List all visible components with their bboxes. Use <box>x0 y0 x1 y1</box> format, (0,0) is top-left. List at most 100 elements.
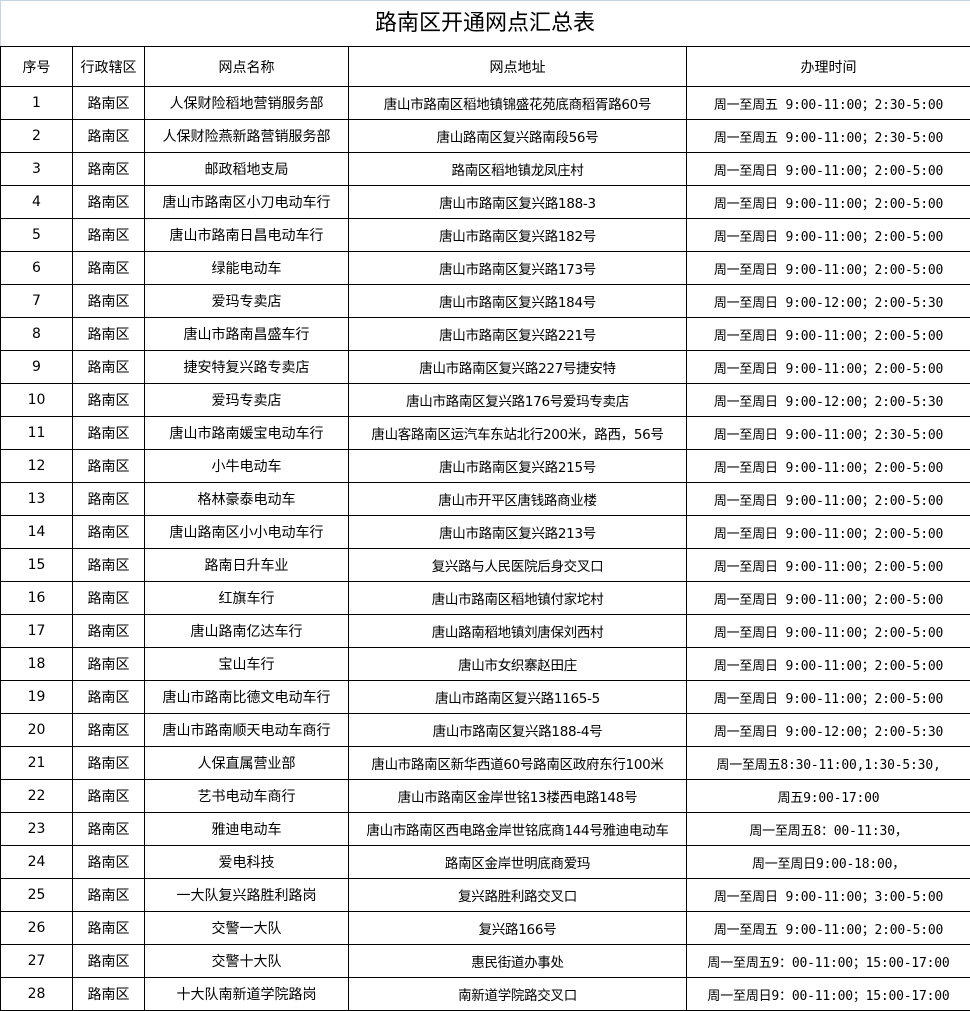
cell-outlet-name: 绿能电动车 <box>144 251 349 285</box>
cell-district: 路南区 <box>72 878 145 912</box>
cell-district: 路南区 <box>72 911 145 945</box>
cell-hours: 周一至周日 9:00-11:00；2:00-5:00 <box>686 515 970 549</box>
cell-outlet-name: 交警十大队 <box>144 944 349 978</box>
cell-outlet-name: 唐山市路南顺天电动车商行 <box>144 713 349 747</box>
table-row: 10 路南区 爱玛专卖店 唐山市路南区复兴路176号爱玛专卖店 周一至周日 9:00-1… <box>0 383 970 417</box>
cell-district: 路南区 <box>72 350 145 384</box>
cell-index: 21 <box>0 746 73 780</box>
cell-outlet-name: 人保财险稻地营销服务部 <box>144 86 349 120</box>
cell-address: 路南区金岸世明底商爱玛 <box>348 845 687 879</box>
cell-hours: 周一至周日 9:00-11:00；2:00-5:00 <box>686 218 970 252</box>
table-row: 5 路南区 唐山市路南日昌电动车行 唐山市路南区复兴路182号 周一至周日 9:00-1… <box>0 218 970 252</box>
table-row: 17 路南区 唐山路南亿达车行 唐山路南稻地镇刘唐保刘西村 周一至周日 9:00-11:… <box>0 614 970 648</box>
table-row: 8 路南区 唐山市路南昌盛车行 唐山市路南区复兴路221号 周一至周日 9:00-11:… <box>0 317 970 351</box>
cell-district: 路南区 <box>72 185 145 219</box>
cell-outlet-name: 小牛电动车 <box>144 449 349 483</box>
header-district: 行政辖区 <box>72 46 145 87</box>
cell-address: 唐山路南区复兴路南段56号 <box>348 119 687 153</box>
cell-index: 27 <box>0 944 73 978</box>
cell-outlet-name: 十大队南新道学院路岗 <box>144 977 349 1011</box>
cell-index: 23 <box>0 812 73 846</box>
cell-index: 10 <box>0 383 73 417</box>
cell-district: 路南区 <box>72 383 145 417</box>
table-row: 3 路南区 邮政稻地支局 路南区稻地镇龙凤庄村 周一至周日 9:00-11:00；2:0… <box>0 152 970 186</box>
table-row: 23 路南区 雅迪电动车 唐山市路南区西电路金岸世铭底商144号雅迪电动车 周一至周五8… <box>0 812 970 846</box>
cell-address: 唐山市路南区复兴路227号捷安特 <box>348 350 687 384</box>
cell-outlet-name: 爱电科技 <box>144 845 349 879</box>
header-address: 网点地址 <box>348 46 687 87</box>
cell-district: 路南区 <box>72 779 145 813</box>
cell-district: 路南区 <box>72 317 145 351</box>
cell-hours: 周一至周五 9:00-11:00；2:30-5:00 <box>686 86 970 120</box>
cell-district: 路南区 <box>72 86 145 120</box>
cell-index: 25 <box>0 878 73 912</box>
table-row: 15 路南区 路南日升车业 复兴路与人民医院后身交叉口 周一至周日 9:00-11:00… <box>0 548 970 582</box>
table-row: 21 路南区 人保直属营业部 唐山市路南区新华西道60号路南区政府东行100米 周一至周… <box>0 746 970 780</box>
header-outlet-name: 网点名称 <box>144 46 349 87</box>
cell-hours: 周一至周日9:00-18:00， <box>686 845 970 879</box>
cell-outlet-name: 人保直属营业部 <box>144 746 349 780</box>
cell-district: 路南区 <box>72 746 145 780</box>
cell-index: 28 <box>0 977 73 1011</box>
cell-district: 路南区 <box>72 449 145 483</box>
header-index: 序号 <box>0 46 73 87</box>
table-row: 14 路南区 唐山路南区小小电动车行 唐山市路南区复兴路213号 周一至周日 9:00-… <box>0 515 970 549</box>
cell-address: 唐山市路南区金岸世铭13楼西电路148号 <box>348 779 687 813</box>
cell-index: 9 <box>0 350 73 384</box>
cell-outlet-name: 红旗车行 <box>144 581 349 615</box>
table-row: 28 路南区 十大队南新道学院路岗 南新道学院路交叉口 周一至周日9：00-11:00；… <box>0 977 970 1011</box>
table-row: 2 路南区 人保财险燕新路营销服务部 唐山路南区复兴路南段56号 周一至周五 9:00-… <box>0 119 970 153</box>
cell-hours: 周一至周日 9:00-12:00；2:00-5:30 <box>686 284 970 318</box>
cell-outlet-name: 唐山市路南区小刀电动车行 <box>144 185 349 219</box>
cell-index: 22 <box>0 779 73 813</box>
table-row: 11 路南区 唐山市路南媛宝电动车行 唐山客路南区运汽车东站北行200米，路西，56号… <box>0 416 970 450</box>
cell-hours: 周一至周日 9:00-12:00；2:00-5:30 <box>686 713 970 747</box>
cell-district: 路南区 <box>72 581 145 615</box>
cell-district: 路南区 <box>72 251 145 285</box>
cell-hours: 周一至周日 9:00-11:00；2:00-5:00 <box>686 482 970 516</box>
table-row: 7 路南区 爱玛专卖店 唐山市路南区复兴路184号 周一至周日 9:00-12:00；2… <box>0 284 970 318</box>
cell-index: 26 <box>0 911 73 945</box>
cell-address: 唐山市路南区复兴路176号爱玛专卖店 <box>348 383 687 417</box>
cell-address: 唐山路南稻地镇刘唐保刘西村 <box>348 614 687 648</box>
cell-hours: 周五9:00-17:00 <box>686 779 970 813</box>
cell-index: 24 <box>0 845 73 879</box>
cell-address: 唐山市路南区新华西道60号路南区政府东行100米 <box>348 746 687 780</box>
table-row: 12 路南区 小牛电动车 唐山市路南区复兴路215号 周一至周日 9:00-11:00；… <box>0 449 970 483</box>
cell-outlet-name: 唐山市路南比德文电动车行 <box>144 680 349 714</box>
cell-index: 11 <box>0 416 73 450</box>
cell-outlet-name: 交警一大队 <box>144 911 349 945</box>
cell-address: 唐山市女织寨赵田庄 <box>348 647 687 681</box>
cell-district: 路南区 <box>72 944 145 978</box>
cell-index: 19 <box>0 680 73 714</box>
cell-district: 路南区 <box>72 482 145 516</box>
cell-hours: 周一至周日 9:00-11:00；2:00-5:00 <box>686 317 970 351</box>
cell-district: 路南区 <box>72 416 145 450</box>
header-row: 序号 行政辖区 网点名称 网点地址 办理时间 <box>0 46 970 87</box>
table-row: 4 路南区 唐山市路南区小刀电动车行 唐山市路南区复兴路188-3 周一至周日 9:00… <box>0 185 970 219</box>
cell-address: 唐山客路南区运汽车东站北行200米，路西，56号 <box>348 416 687 450</box>
cell-district: 路南区 <box>72 812 145 846</box>
cell-outlet-name: 路南日升车业 <box>144 548 349 582</box>
cell-district: 路南区 <box>72 218 145 252</box>
cell-outlet-name: 一大队复兴路胜利路岗 <box>144 878 349 912</box>
cell-address: 唐山市路南区复兴路188-4号 <box>348 713 687 747</box>
cell-address: 惠民街道办事处 <box>348 944 687 978</box>
table-body: 1 路南区 人保财险稻地营销服务部 唐山市路南区稻地镇锦盛花苑底商稻胥路60号 周一至周… <box>0 86 970 1011</box>
cell-hours: 周一至周日 9:00-11:00；2:00-5:00 <box>686 350 970 384</box>
cell-hours: 周一至周五8:30-11:00,1:30-5:30, <box>686 746 970 780</box>
cell-index: 6 <box>0 251 73 285</box>
cell-district: 路南区 <box>72 713 145 747</box>
cell-address: 唐山市路南区复兴路182号 <box>348 218 687 252</box>
cell-address: 唐山市路南区复兴路173号 <box>348 251 687 285</box>
table-row: 26 路南区 交警一大队 复兴路166号 周一至周五 9:00-11:00；2:00-5… <box>0 911 970 945</box>
cell-index: 1 <box>0 86 73 120</box>
cell-address: 唐山市路南区复兴路184号 <box>348 284 687 318</box>
cell-outlet-name: 唐山路南亿达车行 <box>144 614 349 648</box>
cell-hours: 周一至周五9：00-11:00；15:00-17:00 <box>686 944 970 978</box>
cell-district: 路南区 <box>72 977 145 1011</box>
table-row: 27 路南区 交警十大队 惠民街道办事处 周一至周五9：00-11:00；15:00-1… <box>0 944 970 978</box>
cell-hours: 周一至周日 9:00-11:00；2:00-5:00 <box>686 581 970 615</box>
cell-hours: 周一至周五 9:00-11:00；2:30-5:00 <box>686 119 970 153</box>
cell-outlet-name: 雅迪电动车 <box>144 812 349 846</box>
